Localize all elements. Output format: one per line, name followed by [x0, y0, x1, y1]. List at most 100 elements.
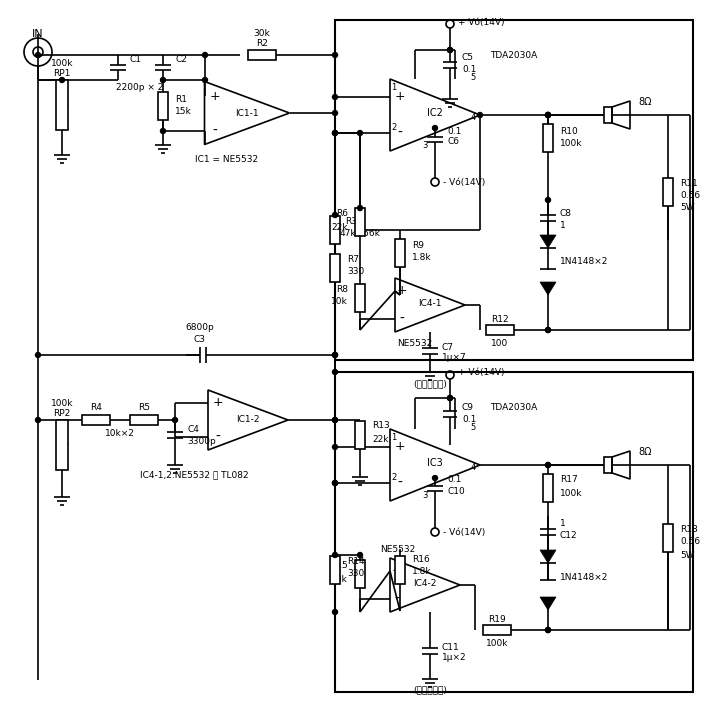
Text: 10k: 10k	[331, 297, 348, 307]
Text: IC1-1: IC1-1	[235, 108, 259, 118]
Text: R9: R9	[412, 241, 424, 249]
Text: R10: R10	[560, 127, 578, 135]
Text: 100k: 100k	[51, 59, 73, 67]
Text: IC1-2: IC1-2	[236, 416, 259, 425]
Text: +: +	[392, 564, 403, 578]
Text: - Vό(14V): - Vό(14V)	[443, 178, 485, 186]
Bar	[355, 421, 365, 449]
Circle shape	[35, 418, 40, 423]
Text: IC4-1: IC4-1	[418, 299, 442, 309]
Text: -: -	[395, 592, 400, 606]
Text: TDA2030A: TDA2030A	[490, 52, 537, 60]
Text: (串联成无极): (串联成无极)	[413, 685, 447, 695]
Bar	[330, 556, 340, 584]
Text: C3: C3	[194, 336, 206, 345]
Circle shape	[173, 418, 178, 423]
Bar	[604, 457, 612, 473]
Circle shape	[432, 125, 438, 130]
Bar	[330, 216, 340, 244]
Bar	[355, 284, 365, 312]
Circle shape	[59, 77, 64, 83]
Circle shape	[477, 113, 482, 118]
Circle shape	[546, 328, 551, 333]
Text: 5: 5	[470, 423, 476, 433]
Text: 2: 2	[391, 472, 397, 481]
Text: -: -	[213, 124, 217, 138]
Text: R14: R14	[347, 556, 364, 566]
Polygon shape	[540, 282, 556, 295]
Text: 0.56: 0.56	[680, 191, 700, 200]
Text: + Vό(14V): + Vό(14V)	[458, 18, 505, 26]
Text: 3: 3	[422, 491, 428, 501]
Circle shape	[333, 552, 338, 557]
Circle shape	[333, 130, 338, 135]
Text: R6: R6	[336, 210, 348, 219]
Text: 1.8k: 1.8k	[412, 253, 431, 261]
Text: R3: R3	[345, 217, 357, 227]
Text: 1μ×7: 1μ×7	[442, 353, 467, 362]
Circle shape	[333, 212, 338, 217]
Text: C1: C1	[130, 55, 142, 64]
Text: 0.1: 0.1	[462, 66, 477, 74]
Text: + Vό(14V): + Vό(14V)	[458, 368, 505, 377]
Circle shape	[546, 113, 551, 118]
Text: 100k: 100k	[486, 639, 508, 648]
Polygon shape	[540, 235, 556, 248]
Bar	[56, 80, 68, 130]
Circle shape	[546, 462, 551, 467]
Circle shape	[357, 205, 362, 210]
Circle shape	[202, 77, 207, 83]
Bar	[486, 325, 514, 335]
Text: R1: R1	[175, 96, 187, 105]
Circle shape	[333, 445, 338, 450]
Text: 1: 1	[560, 220, 565, 229]
Text: 1N4148×2: 1N4148×2	[560, 258, 608, 266]
Text: RP2: RP2	[54, 409, 70, 418]
Text: 1: 1	[560, 518, 565, 527]
Text: TDA2030A: TDA2030A	[490, 404, 537, 413]
Text: 1μ×2: 1μ×2	[442, 653, 467, 661]
Text: C10: C10	[447, 486, 465, 496]
Text: IC4-1,2:NE5532 或 TL082: IC4-1,2:NE5532 或 TL082	[140, 471, 249, 479]
Bar	[543, 124, 553, 152]
Text: R5: R5	[138, 404, 150, 413]
Text: 330: 330	[347, 268, 364, 277]
Text: 8Ω: 8Ω	[638, 97, 651, 107]
Text: 22k: 22k	[372, 435, 388, 443]
Circle shape	[333, 481, 338, 486]
Bar	[483, 625, 511, 635]
Text: R8: R8	[336, 285, 348, 295]
Text: R7: R7	[347, 256, 359, 265]
Circle shape	[546, 113, 551, 118]
Bar	[395, 239, 405, 267]
Text: -: -	[398, 476, 403, 490]
Text: R18: R18	[680, 525, 698, 534]
Text: 0.1: 0.1	[462, 414, 477, 423]
Text: 8Ω: 8Ω	[638, 447, 651, 457]
Circle shape	[333, 130, 338, 135]
Bar	[335, 20, 693, 360]
Text: 10k: 10k	[331, 574, 348, 583]
Text: R15: R15	[330, 561, 348, 571]
Circle shape	[546, 113, 551, 118]
Text: IC4-2: IC4-2	[413, 580, 436, 588]
Text: 330: 330	[347, 569, 364, 578]
Text: 6800p: 6800p	[185, 324, 214, 333]
Circle shape	[448, 47, 453, 52]
Polygon shape	[540, 550, 556, 563]
Text: 100k: 100k	[560, 139, 582, 149]
Text: C4: C4	[187, 426, 199, 435]
Circle shape	[35, 353, 40, 358]
Bar	[604, 107, 612, 123]
Bar	[395, 556, 405, 584]
Text: R4: R4	[90, 404, 102, 413]
Text: 100k: 100k	[51, 399, 73, 408]
Circle shape	[333, 418, 338, 423]
Text: +: +	[213, 396, 223, 409]
Bar	[663, 524, 673, 552]
Text: 47k~56k: 47k~56k	[340, 229, 381, 239]
Text: R11: R11	[680, 180, 698, 188]
Circle shape	[161, 128, 166, 134]
Bar	[355, 560, 365, 588]
Circle shape	[357, 130, 362, 135]
